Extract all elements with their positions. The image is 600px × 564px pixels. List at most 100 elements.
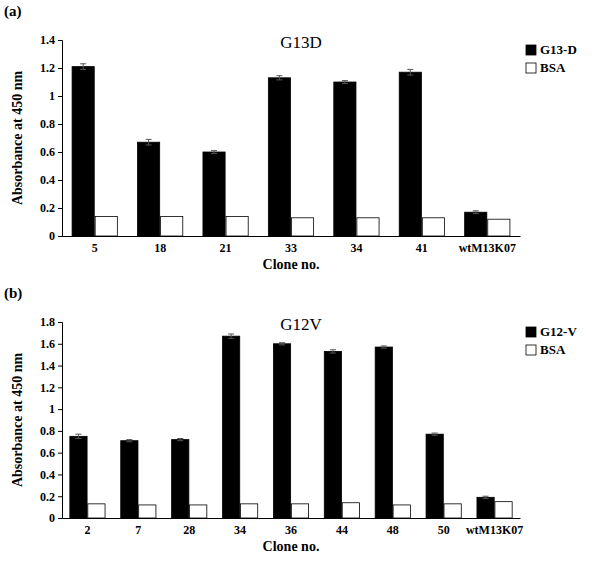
tick-label: 44	[336, 523, 348, 537]
tick-label: 0.2	[40, 201, 55, 215]
chart-panel: 00.20.40.60.811.21.451821333441wtM13K07(…	[4, 3, 577, 272]
tick-label: 33	[285, 241, 297, 255]
bar	[375, 347, 392, 518]
tick: 0.8	[40, 424, 62, 438]
tick-label: 21	[220, 241, 232, 255]
y-axis-title: Absorbance at 450 nm	[10, 71, 25, 206]
error-bar	[483, 496, 489, 498]
legend-label: G13-D	[540, 42, 577, 57]
bar	[357, 218, 379, 236]
bar	[190, 505, 207, 518]
tick: 34	[234, 523, 246, 537]
error-bar	[80, 64, 86, 70]
figure: 00.20.40.60.811.21.451821333441wtM13K07(…	[0, 0, 600, 564]
tick-label: wtM13K07	[459, 241, 516, 255]
tick: 0	[49, 511, 62, 525]
tick-label: 0.2	[40, 490, 55, 504]
legend: G13-DBSA	[526, 42, 577, 75]
tick-label: 18	[154, 241, 166, 255]
tick-label: 0	[49, 229, 55, 243]
error-bar	[279, 343, 285, 345]
bar	[72, 67, 94, 236]
tick-label: 34	[234, 523, 246, 537]
tick-mark	[58, 152, 62, 153]
axis-line	[58, 41, 63, 237]
tick: 33	[285, 241, 297, 255]
bar	[291, 504, 308, 518]
tick-mark	[58, 453, 62, 454]
tick: 0.6	[40, 446, 62, 460]
tick: 1.2	[40, 381, 62, 395]
tick: 1.8	[40, 315, 62, 329]
tick-label: 1.8	[40, 315, 55, 329]
tick-mark	[58, 387, 62, 388]
tick: 44	[336, 523, 348, 537]
bar	[444, 504, 461, 518]
tick-label: 1.4	[40, 33, 55, 47]
tick: wtM13K07	[459, 241, 516, 255]
tick-label: 28	[183, 523, 195, 537]
tick-label: 0	[49, 511, 55, 525]
error-bar	[228, 334, 234, 338]
tick-mark	[58, 322, 62, 323]
legend-label: G12-V	[540, 324, 577, 339]
tick: 0.2	[40, 490, 62, 504]
panel-label: (b)	[4, 285, 22, 302]
tick-label: 50	[438, 523, 450, 537]
bar	[121, 441, 138, 518]
tick-mark	[58, 344, 62, 345]
tick-mark	[58, 496, 62, 497]
tick-label: 0.8	[40, 117, 55, 131]
bar	[426, 434, 443, 518]
tick: 0.8	[40, 117, 62, 131]
tick-label: 7	[135, 523, 141, 537]
tick-mark	[58, 431, 62, 432]
tick-mark	[58, 208, 62, 209]
tick: 0.6	[40, 145, 62, 159]
y-axis: 00.20.40.60.811.21.41.61.8	[40, 315, 63, 525]
tick-mark	[58, 474, 62, 475]
plot-area	[72, 64, 510, 236]
x-axis-title: Clone no.	[263, 539, 320, 554]
tick-label: 1.6	[40, 337, 55, 351]
tick-mark	[58, 124, 62, 125]
error-bar	[146, 139, 152, 145]
tick: 7	[135, 523, 141, 537]
y-axis-title: Absorbance at 450 nm	[10, 353, 25, 488]
plot-area	[70, 334, 512, 518]
tick: 28	[183, 523, 195, 537]
error-bar	[276, 76, 282, 80]
bar	[422, 218, 444, 236]
error-bar	[75, 434, 81, 438]
tick-label: wtM13K07	[466, 523, 523, 537]
bar	[488, 219, 510, 236]
tick-label: 1.4	[40, 359, 55, 373]
tick: 34	[350, 241, 362, 255]
legend-swatch	[526, 327, 536, 337]
bar	[465, 212, 487, 236]
tick: 1.4	[40, 359, 62, 373]
axis-line	[63, 236, 521, 237]
tick: 36	[285, 523, 297, 537]
bar	[399, 72, 421, 236]
bar	[324, 351, 341, 518]
error-bar	[381, 346, 387, 348]
tick-mark	[58, 180, 62, 181]
tick: 1	[49, 89, 62, 103]
error-bar	[407, 69, 413, 75]
panel-label: (a)	[4, 3, 22, 20]
tick-mark	[58, 236, 62, 237]
legend-swatch	[526, 63, 536, 73]
tick: 0.2	[40, 201, 62, 215]
tick-label: 0.8	[40, 424, 55, 438]
chart-title: G12V	[280, 315, 322, 334]
tick-label: 41	[416, 241, 428, 255]
tick: 1.4	[40, 33, 62, 47]
bar	[240, 504, 257, 518]
tick: 48	[387, 523, 399, 537]
tick-mark	[58, 366, 62, 367]
tick: 18	[154, 241, 166, 255]
error-bar	[342, 81, 348, 84]
tick-label: 48	[387, 523, 399, 537]
tick: 21	[220, 241, 232, 255]
